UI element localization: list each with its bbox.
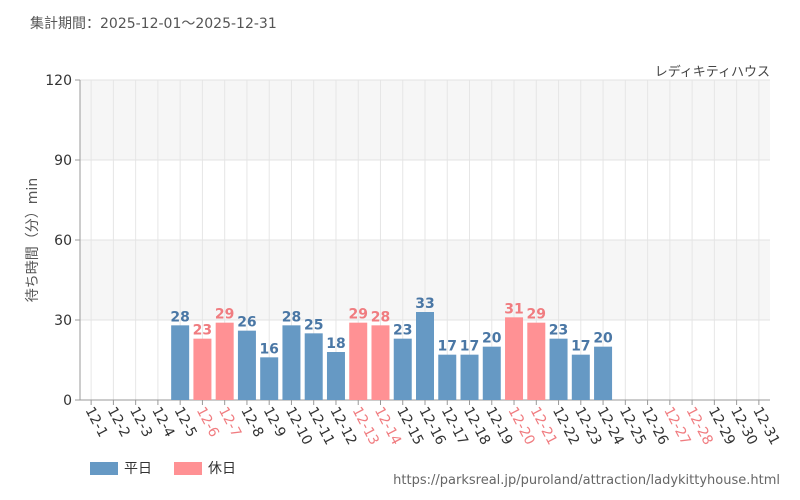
bar bbox=[393, 338, 412, 400]
bar bbox=[482, 346, 501, 400]
bar bbox=[527, 322, 546, 400]
legend-label-weekday: 平日 bbox=[124, 461, 152, 477]
data-label: 17 bbox=[460, 339, 479, 355]
bar bbox=[571, 354, 590, 400]
bar bbox=[237, 330, 256, 400]
y-tick-label: 30 bbox=[54, 313, 72, 329]
data-label: 23 bbox=[393, 323, 412, 339]
data-label: 29 bbox=[348, 307, 367, 323]
legend-swatch-holiday bbox=[174, 461, 202, 475]
legend-item-holiday: 休日 bbox=[174, 458, 236, 478]
data-label: 26 bbox=[237, 315, 256, 331]
data-label: 23 bbox=[193, 323, 212, 339]
data-label: 29 bbox=[527, 307, 546, 323]
bar bbox=[304, 333, 323, 400]
bar bbox=[349, 322, 368, 400]
data-label: 29 bbox=[215, 307, 234, 323]
bar bbox=[371, 325, 390, 400]
data-label: 16 bbox=[259, 341, 278, 357]
data-label: 20 bbox=[482, 331, 502, 347]
data-label: 17 bbox=[571, 339, 590, 355]
bar bbox=[260, 357, 279, 400]
chart-legend: 平日 休日 bbox=[90, 458, 258, 478]
bar bbox=[193, 338, 212, 400]
data-label: 17 bbox=[438, 339, 457, 355]
data-label: 28 bbox=[282, 309, 301, 325]
attraction-name: レディキティハウス bbox=[654, 65, 770, 80]
legend-swatch-weekday bbox=[90, 461, 118, 475]
data-label: 28 bbox=[170, 309, 189, 325]
bar bbox=[215, 322, 234, 400]
data-label: 33 bbox=[415, 296, 434, 312]
bar bbox=[438, 354, 457, 400]
legend-item-weekday: 平日 bbox=[90, 458, 152, 478]
data-label: 20 bbox=[593, 331, 613, 347]
bar bbox=[460, 354, 479, 400]
source-url[interactable]: https://parksreal.jp/puroland/attraction… bbox=[393, 473, 780, 488]
y-axis-title: 待ち時間（分）min bbox=[25, 178, 41, 302]
y-tick-label: 0 bbox=[63, 393, 72, 409]
bar bbox=[326, 352, 345, 400]
bar bbox=[282, 325, 301, 400]
data-label: 18 bbox=[326, 336, 345, 352]
bar bbox=[505, 317, 524, 400]
legend-label-holiday: 休日 bbox=[208, 461, 236, 477]
data-label: 31 bbox=[504, 301, 523, 317]
data-label: 28 bbox=[371, 309, 390, 325]
bar bbox=[416, 312, 434, 400]
data-label: 23 bbox=[549, 323, 568, 339]
data-label: 25 bbox=[304, 317, 323, 333]
y-tick-label: 120 bbox=[45, 73, 72, 89]
bar bbox=[594, 346, 613, 400]
bar bbox=[171, 325, 190, 400]
bar bbox=[549, 338, 568, 400]
y-tick-label: 60 bbox=[54, 233, 72, 249]
period-label: 集計期間：2025-12-01～2025-12-31 bbox=[30, 16, 277, 32]
y-tick-label: 90 bbox=[54, 153, 72, 169]
